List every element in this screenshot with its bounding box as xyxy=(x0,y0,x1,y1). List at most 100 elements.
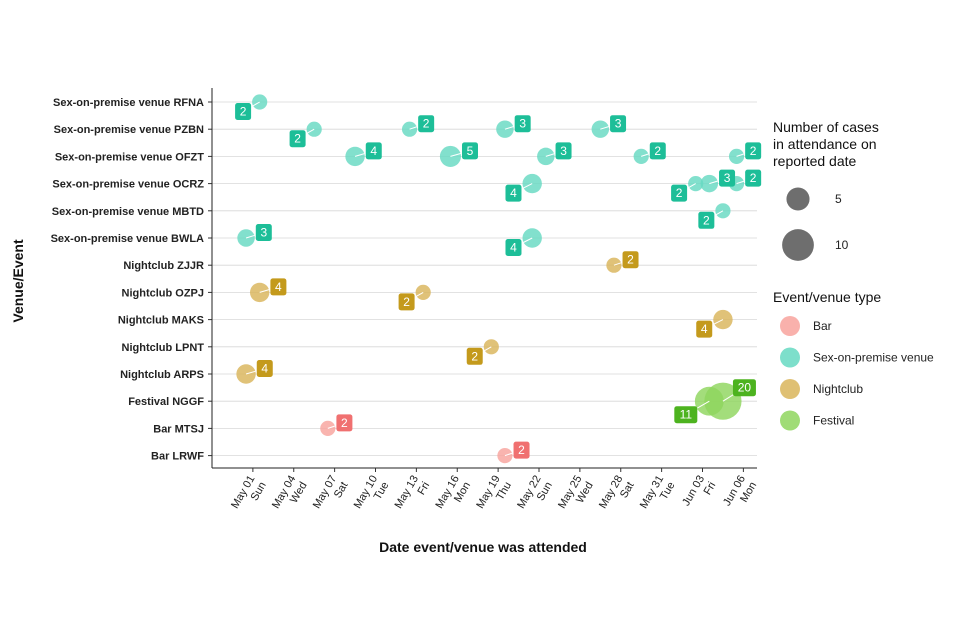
data-label-box xyxy=(365,142,382,160)
type-legend-label: Sex-on-premise venue xyxy=(813,351,934,365)
y-tick-label: Sex-on-premise venue OFZT xyxy=(55,151,204,163)
data-labels: 2 2 2 3 3 4 5 3 2 2 4 2 3 2 2 3 4 2 4 2 4 2 4 11 20 2 2 xyxy=(235,101,762,459)
type-legend-swatch xyxy=(780,316,800,336)
gridlines xyxy=(212,101,757,457)
data-label: 2 xyxy=(518,443,525,457)
size-legend-label: 10 xyxy=(835,238,849,252)
type-legend-label: Bar xyxy=(813,319,832,333)
x-tick-label: May 28Sat xyxy=(597,474,637,518)
data-label: 2 xyxy=(654,144,661,158)
data-label-box xyxy=(514,115,531,133)
type-legend-label: Nightclub xyxy=(813,382,863,396)
data-label: 4 xyxy=(701,322,708,336)
x-tick-label: May 25Wed xyxy=(556,474,596,518)
data-label: 2 xyxy=(703,213,710,227)
x-tick-weekday: Fri xyxy=(702,480,719,497)
y-tick-label: Sex-on-premise venue RFNA xyxy=(53,97,204,109)
data-label: 4 xyxy=(510,186,517,200)
data-label-box xyxy=(610,115,627,133)
legend: Number of cases in attendance on reporte… xyxy=(773,119,934,431)
size-legend-title: in attendance on xyxy=(773,136,877,152)
data-label-box xyxy=(671,184,688,202)
data-label-box xyxy=(696,320,713,338)
data-label-box xyxy=(622,251,639,269)
x-tick-label: Jun 06Mon xyxy=(721,474,759,515)
y-axis-title: Venue/Event xyxy=(10,239,26,323)
data-label-box xyxy=(745,142,762,160)
x-tick-label: May 01Sun xyxy=(229,474,269,518)
data-label-box xyxy=(418,115,435,133)
data-label-box xyxy=(513,441,530,459)
data-label: 2 xyxy=(750,171,757,185)
data-label: 3 xyxy=(560,144,567,158)
y-tick-label: Nightclub ARPS xyxy=(120,369,204,381)
data-label-box xyxy=(505,184,522,202)
data-label: 2 xyxy=(750,144,757,158)
data-label: 2 xyxy=(341,416,348,430)
data-label-box xyxy=(255,224,272,241)
data-label-box xyxy=(256,360,273,377)
x-axis: May 01Sun May 04Wed May 07Sat May 10Tue May … xyxy=(212,467,759,518)
x-tick-label: May 31Tue xyxy=(638,474,678,518)
data-label-box xyxy=(398,293,415,311)
size-legend-title: Number of cases xyxy=(773,119,879,135)
y-tick-label: Nightclub ZJJR xyxy=(123,260,204,272)
y-tick-label: Bar MTSJ xyxy=(153,423,204,435)
data-label-box xyxy=(235,103,252,120)
x-tick-weekday: Fri xyxy=(415,480,432,497)
data-label-box xyxy=(555,142,572,160)
data-label-box xyxy=(461,142,478,160)
y-tick-label: Nightclub LPNT xyxy=(122,342,205,354)
data-label: 4 xyxy=(510,241,517,255)
type-legend-title: Event/venue type xyxy=(773,289,881,305)
x-tick-label: May 04Wed xyxy=(270,474,310,518)
data-label: 11 xyxy=(680,408,693,422)
data-label-box xyxy=(270,278,287,296)
data-label: 2 xyxy=(471,349,478,363)
data-label: 2 xyxy=(294,132,301,146)
type-legend-swatch xyxy=(780,379,800,399)
x-tick-label: May 19Thu xyxy=(474,474,514,518)
data-label-box xyxy=(649,142,666,160)
x-axis-title: Date event/venue was attended xyxy=(379,539,587,555)
data-label-box xyxy=(745,169,762,187)
data-label: 2 xyxy=(423,117,430,131)
data-label: 2 xyxy=(627,253,634,267)
type-legend-swatch xyxy=(780,410,800,431)
x-tick-label: May 22Sun xyxy=(515,474,555,518)
y-tick-label: Sex-on-premise venue OCRZ xyxy=(52,179,204,191)
data-label: 5 xyxy=(467,144,474,158)
data-label: 20 xyxy=(738,381,752,395)
data-label: 2 xyxy=(240,105,247,119)
data-label-box xyxy=(732,379,756,397)
data-label-box xyxy=(674,406,698,424)
size-legend-circle xyxy=(786,187,810,211)
data-label-box xyxy=(289,130,306,148)
size-legend-label: 5 xyxy=(835,192,842,206)
data-point xyxy=(320,420,336,436)
data-label: 3 xyxy=(519,117,526,131)
data-label-box xyxy=(466,347,483,365)
data-label: 4 xyxy=(275,280,282,294)
data-label: 4 xyxy=(370,144,377,158)
x-tick-label: May 16Mon xyxy=(433,474,473,518)
data-label: 4 xyxy=(261,362,268,376)
data-label: 3 xyxy=(724,171,731,185)
y-tick-label: Nightclub MAKS xyxy=(118,315,204,327)
x-tick-label: May 10Tue xyxy=(352,474,392,518)
size-legend-title: reported date xyxy=(773,153,856,169)
data-points xyxy=(236,94,745,464)
y-tick-label: Sex-on-premise venue PZBN xyxy=(54,124,204,136)
data-label: 3 xyxy=(260,226,267,240)
type-legend-swatch xyxy=(780,347,800,368)
data-label-box xyxy=(719,169,736,187)
data-label: 2 xyxy=(676,186,683,200)
x-tick-label: May 13Fri xyxy=(393,474,433,518)
data-point xyxy=(713,309,733,330)
data-label: 2 xyxy=(403,295,410,309)
y-tick-label: Festival NGGF xyxy=(128,396,204,408)
y-tick-label: Sex-on-premise venue MBTD xyxy=(52,206,204,218)
size-legend-circle xyxy=(782,229,814,261)
data-label-box xyxy=(698,211,715,229)
